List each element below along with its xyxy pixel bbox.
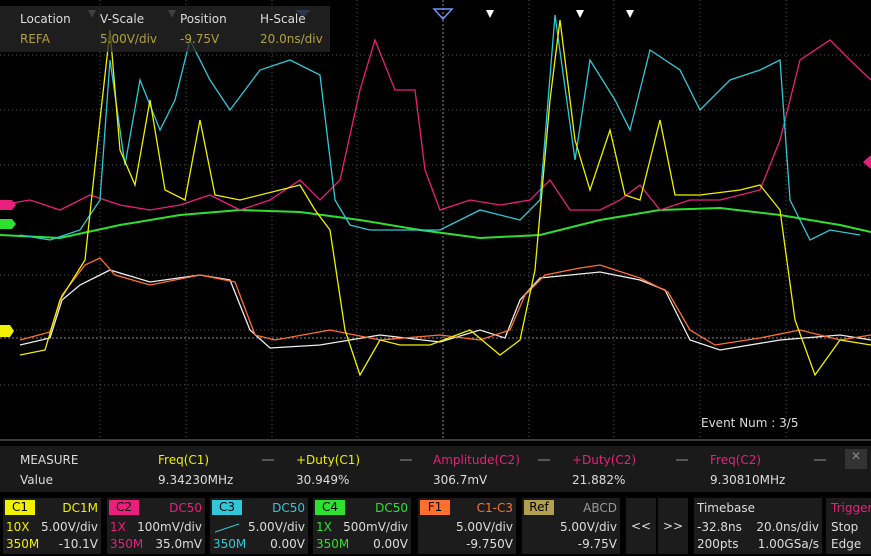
bandwidth: 350M <box>110 537 144 551</box>
dash <box>676 459 688 461</box>
probe: 1X <box>110 520 126 534</box>
tag: C2 <box>109 500 139 515</box>
bandwidth: 350M <box>213 537 247 551</box>
scale: 100mV/div <box>137 520 202 534</box>
value: REFA <box>20 32 50 46</box>
trigger-type: Edge <box>831 537 862 551</box>
tag: C1 <box>5 500 35 515</box>
measure-row-label: Value <box>20 473 53 487</box>
scale: 5.00V/div <box>559 520 617 534</box>
label: Position <box>180 12 227 26</box>
source: C1-C3 <box>476 501 513 515</box>
slots: ABCD <box>583 501 617 515</box>
offset: -10.1V <box>58 537 98 551</box>
prev-button[interactable]: << <box>626 498 656 554</box>
tag: C4 <box>315 500 345 515</box>
probe-icon <box>214 523 240 533</box>
delay: -32.8ns <box>697 520 742 534</box>
scale: 5.00V/div <box>455 520 513 534</box>
coupling: DC50 <box>169 501 202 515</box>
trigger[interactable]: Trigger Stop Edge <box>826 498 871 554</box>
label: V-Scale <box>100 12 145 26</box>
nav-label: >> <box>662 519 684 533</box>
coupling: DC50 <box>375 501 408 515</box>
channel-c4[interactable]: C4 DC50 1X 500mV/div 350M 0.00V <box>313 498 411 554</box>
scale: 20.0ns/div <box>756 520 819 534</box>
points: 200pts <box>697 537 739 551</box>
timebase[interactable]: Timebase -32.8ns 20.0ns/div 200pts 1.00GSa… <box>694 498 822 554</box>
measure-name: +Duty(C2) <box>572 453 637 467</box>
value: -9.75V <box>180 32 220 46</box>
measure-value: 306.7mV <box>433 473 488 487</box>
measure-title: MEASURE <box>20 453 79 467</box>
measure-name: Freq(C1) <box>158 453 210 467</box>
center-axes <box>0 0 871 440</box>
measure-bar: MEASURE Value ✕ <box>0 446 871 492</box>
tag: C3 <box>212 500 242 515</box>
measure-value: 9.34230MHz <box>158 473 234 487</box>
dash <box>400 459 412 461</box>
math-f1[interactable]: F1 C1-C3 5.00V/div -9.750V <box>418 498 516 554</box>
trace-c3 <box>19 14 861 241</box>
ref-info-panel: Location REFA V-Scale 5.00V/div Position… <box>0 6 330 52</box>
offset: -9.750V <box>466 537 513 551</box>
tag: Ref <box>524 500 554 515</box>
probe: 10X <box>6 520 30 534</box>
trigger-title: Trigger <box>831 501 871 515</box>
value: 20.0ns/div <box>260 32 323 46</box>
scale: 5.00V/div <box>247 520 305 534</box>
next-button[interactable]: >> <box>658 498 688 554</box>
value: 5.00V/div <box>100 32 158 46</box>
measure-name: Freq(C2) <box>710 453 762 467</box>
waveform-screen <box>0 0 871 441</box>
label: H-Scale <box>260 12 306 26</box>
tag: F1 <box>420 500 450 515</box>
channel-c2[interactable]: C2 DC50 1X 100mV/div 350M 35.0mV <box>107 498 205 554</box>
timebase-title: Timebase <box>697 501 755 515</box>
sample-rate: 1.00GSa/s <box>757 537 819 551</box>
measure-name: +Duty(C1) <box>296 453 361 467</box>
offset: 0.00V <box>373 537 408 551</box>
dash <box>814 459 826 461</box>
offset: 35.0mV <box>155 537 202 551</box>
scale: 5.00V/div <box>40 520 98 534</box>
coupling: DC50 <box>272 501 305 515</box>
measure-name: Amplitude(C2) <box>433 453 520 467</box>
grid <box>0 0 871 440</box>
nav-label: << <box>630 519 652 533</box>
bandwidth: 350M <box>316 537 350 551</box>
coupling: DC1M <box>62 501 98 515</box>
scale: 500mV/div <box>343 520 408 534</box>
label: Location <box>20 12 71 26</box>
trigger-state: Stop <box>831 520 859 534</box>
bandwidth: 350M <box>6 537 40 551</box>
event-num: Event Num : 3/5 <box>701 416 799 430</box>
close-button[interactable]: ✕ <box>845 449 867 469</box>
dash <box>262 459 274 461</box>
trace-c1 <box>19 19 871 377</box>
probe: 1X <box>316 520 332 534</box>
measure-value: 9.30810MHz <box>710 473 786 487</box>
offset: -9.75V <box>577 537 617 551</box>
trace-c4 <box>0 206 871 240</box>
offset: 0.00V <box>270 537 305 551</box>
measure-value: 21.882% <box>572 473 626 487</box>
measure-value: 30.949% <box>296 473 350 487</box>
trace-c2 <box>0 38 871 211</box>
dash <box>538 459 550 461</box>
channel-c3[interactable]: C3 DC50 5.00V/div 350M 0.00V <box>210 498 308 554</box>
trace-f1 <box>19 257 871 346</box>
markers <box>0 8 871 337</box>
ref[interactable]: Ref ABCD 5.00V/div -9.75V <box>522 498 620 554</box>
channel-c1[interactable]: C1 DC1M 10X 5.00V/div 350M -10.1V <box>3 498 101 554</box>
traces <box>0 14 871 377</box>
